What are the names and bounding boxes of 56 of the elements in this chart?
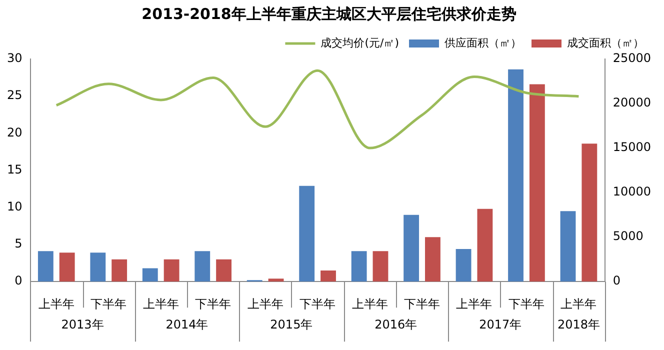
legend-label: 成交均价(元/㎡) — [320, 36, 400, 50]
bar — [582, 144, 598, 282]
x-tick-label: 下半年 — [300, 296, 336, 311]
text: 2018年 — [557, 318, 600, 332]
x-tick-label: 上半年 — [456, 296, 492, 311]
bar — [320, 270, 336, 282]
x-tick-label: 下半年 — [404, 296, 440, 311]
bar — [425, 237, 440, 282]
bar — [351, 251, 367, 282]
bar — [268, 278, 284, 282]
y2-tick-label: 15000 — [612, 140, 652, 154]
y-tick-label: 30 — [6, 51, 22, 66]
x-tick-label: 下半年 — [195, 296, 232, 311]
y-tick-label: 20 — [6, 125, 22, 140]
bar — [508, 69, 524, 282]
text: 2016年 — [374, 318, 418, 332]
line-series — [55, 69, 580, 150]
chart-title: 2013-2018年上半年重庆主城区大平层住宅供求价走势 — [142, 4, 516, 23]
bar — [216, 259, 232, 282]
bar — [90, 252, 106, 282]
x-tick-label: 下半年 — [508, 296, 544, 311]
text: 2017年 — [479, 318, 522, 332]
bar — [112, 259, 128, 282]
y2-tick-label: 25000 — [612, 51, 652, 66]
bar — [404, 214, 420, 282]
bar — [194, 251, 210, 282]
bar — [456, 248, 472, 282]
x-tick-label: 上半年 — [142, 296, 179, 311]
y-tick-label: 0 — [14, 274, 22, 288]
x-tick-label: 上半年 — [38, 296, 74, 311]
y2-tick-label: 5000 — [612, 229, 644, 244]
y-tick-label: 5 — [14, 236, 22, 251]
y2-tick-label: 10000 — [612, 184, 652, 199]
y-tick-label: 15 — [6, 162, 22, 176]
bar — [142, 268, 158, 282]
x-tick-label: 上半年 — [247, 296, 284, 311]
bar — [529, 84, 545, 282]
x-tick-label: 上半年 — [352, 296, 388, 311]
y2-tick-label: 20000 — [612, 96, 652, 110]
x-tick-label: 上半年 — [560, 296, 597, 311]
bar — [164, 259, 180, 282]
bar — [372, 251, 388, 282]
bar — [477, 208, 493, 282]
bar — [299, 186, 315, 282]
legend-label: 供应面积（㎡） — [444, 36, 522, 50]
x-tick-label: 下半年 — [90, 296, 127, 311]
text: 2014年 — [166, 318, 208, 332]
legend-label: 成交面积（㎡） — [567, 36, 644, 50]
y-tick-label: 25 — [6, 88, 22, 102]
text: 2013年 — [61, 318, 104, 332]
y2-tick-label: 0 — [612, 274, 620, 288]
bar — [560, 211, 576, 282]
bar — [59, 252, 75, 282]
text: 2015年 — [270, 318, 313, 332]
y-tick-label: 10 — [6, 200, 22, 214]
bar — [38, 251, 54, 282]
